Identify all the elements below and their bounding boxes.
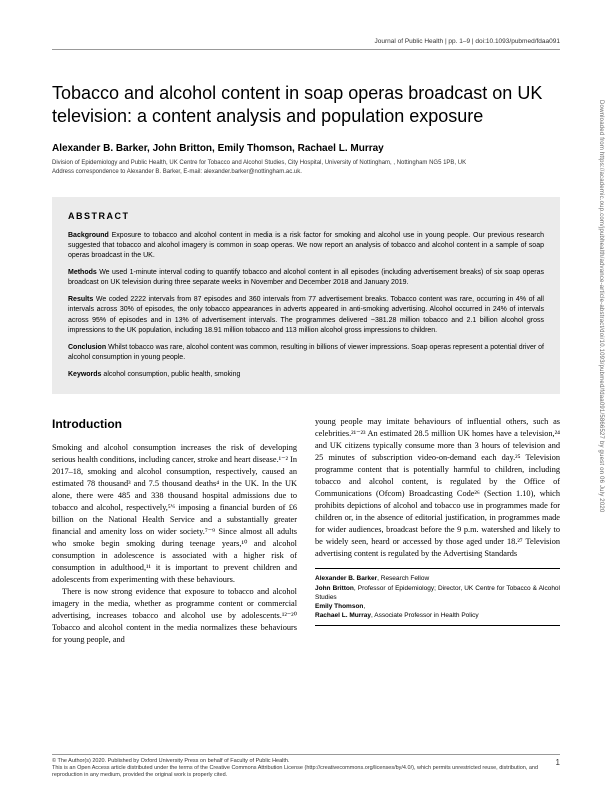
introduction-heading: Introduction	[52, 416, 297, 433]
abstract-background-text: Exposure to tobacco and alcohol content …	[68, 232, 544, 259]
intro-para-3: young people may imitate behaviours of i…	[315, 416, 560, 560]
abstract-conclusion-label: Conclusion	[68, 344, 106, 351]
download-watermark: Downloaded from https://academic.oup.com…	[598, 100, 604, 512]
author-list: Alexander B. Barker, John Britton, Emily…	[52, 143, 560, 154]
abstract-conclusion: Conclusion Whilst tobacco was rare, alco…	[68, 343, 544, 363]
copyright-line: © The Author(s) 2020. Published by Oxfor…	[52, 758, 548, 765]
abstract-results-text: We coded 2222 intervals from 87 episodes…	[68, 296, 544, 333]
author-info-role: , Associate Professor in Health Policy	[371, 612, 479, 619]
abstract-background-label: Background	[68, 232, 109, 239]
body-columns: Introduction Smoking and alcohol consump…	[52, 416, 560, 646]
abstract-keywords: Keywords alcohol consumption, public hea…	[68, 370, 544, 380]
page-number: 1	[548, 758, 560, 779]
author-info-row: John Britton, Professor of Epidemiology;…	[315, 584, 560, 602]
intro-para-2: There is now strong evidence that exposu…	[52, 586, 297, 646]
column-right: young people may imitate behaviours of i…	[315, 416, 560, 646]
author-info-name: John Britton	[315, 585, 354, 592]
author-info-role: , Research Fellow	[377, 575, 429, 582]
journal-header: Journal of Public Health | pp. 1–9 | doi…	[52, 38, 560, 45]
abstract-conclusion-text: Whilst tobacco was rare, alcohol content…	[68, 344, 544, 361]
abstract-keywords-text: alcohol consumption, public health, smok…	[103, 371, 240, 378]
article-title: Tobacco and alcohol content in soap oper…	[52, 82, 560, 127]
abstract-results-label: Results	[68, 296, 93, 303]
affiliation-line: Division of Epidemiology and Public Heal…	[52, 160, 560, 168]
abstract-heading: ABSTRACT	[68, 211, 544, 221]
abstract-methods-label: Methods	[68, 269, 97, 276]
page-footer: © The Author(s) 2020. Published by Oxfor…	[52, 754, 560, 779]
top-rule	[52, 49, 560, 50]
author-info-role: ,	[363, 603, 365, 610]
abstract-background: Background Exposure to tobacco and alcoh…	[68, 231, 544, 261]
author-info-name: Alexander B. Barker	[315, 575, 377, 582]
author-info-name: Rachael L. Murray	[315, 612, 371, 619]
abstract-box: ABSTRACT Background Exposure to tobacco …	[52, 197, 560, 395]
abstract-results: Results We coded 2222 intervals from 87 …	[68, 295, 544, 336]
intro-para-1: Smoking and alcohol consumption increase…	[52, 442, 297, 586]
author-info-row: Alexander B. Barker, Research Fellow	[315, 574, 560, 583]
abstract-methods-text: We used 1-minute interval coding to quan…	[68, 269, 544, 286]
author-info-row: Rachael L. Murray, Associate Professor i…	[315, 611, 560, 620]
author-info-row: Emily Thomson,	[315, 602, 560, 611]
column-left: Introduction Smoking and alcohol consump…	[52, 416, 297, 646]
abstract-keywords-label: Keywords	[68, 371, 101, 378]
license-line: This is an Open Access article distribut…	[52, 765, 548, 779]
author-info-box: Alexander B. Barker, Research Fellow Joh…	[315, 568, 560, 625]
abstract-methods: Methods We used 1-minute interval coding…	[68, 268, 544, 288]
author-info-name: Emily Thomson	[315, 603, 363, 610]
correspondence-line: Address correspondence to Alexander B. B…	[52, 169, 560, 177]
